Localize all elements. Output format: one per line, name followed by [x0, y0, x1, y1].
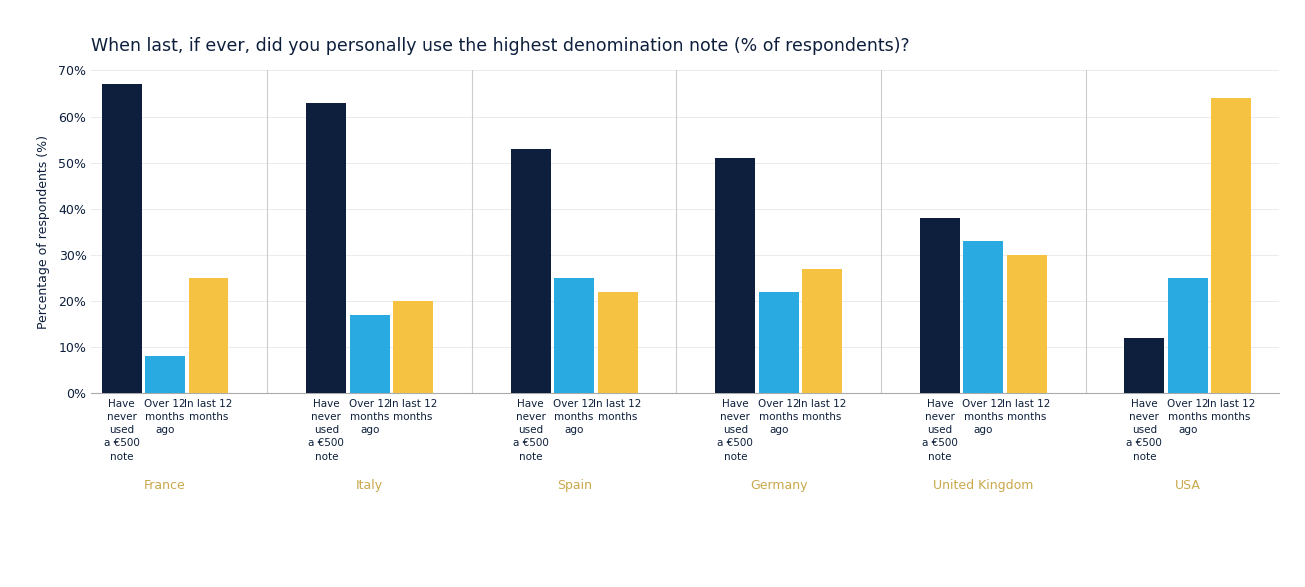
Text: Spain: Spain	[557, 480, 591, 492]
Y-axis label: Percentage of respondents (%): Percentage of respondents (%)	[37, 135, 50, 329]
Bar	[102, 85, 142, 393]
Bar	[350, 315, 390, 393]
Text: Italy: Italy	[356, 480, 384, 492]
Bar	[715, 158, 756, 393]
Bar	[555, 278, 594, 393]
Bar	[598, 292, 638, 393]
Bar	[1211, 98, 1251, 393]
Bar	[145, 356, 185, 393]
Bar	[963, 241, 1004, 393]
Text: United Kingdom: United Kingdom	[933, 480, 1034, 492]
Text: USA: USA	[1174, 480, 1201, 492]
Bar	[1125, 338, 1164, 393]
Bar	[803, 269, 842, 393]
Text: When last, if ever, did you personally use the highest denomination note (% of r: When last, if ever, did you personally u…	[91, 37, 910, 55]
Bar	[510, 149, 551, 393]
Bar	[188, 278, 228, 393]
Bar	[758, 292, 799, 393]
Text: Germany: Germany	[750, 480, 808, 492]
Bar	[1006, 255, 1047, 393]
Bar	[307, 103, 346, 393]
Bar	[1168, 278, 1207, 393]
Bar	[920, 218, 959, 393]
Text: France: France	[145, 480, 187, 492]
Bar	[393, 301, 433, 393]
